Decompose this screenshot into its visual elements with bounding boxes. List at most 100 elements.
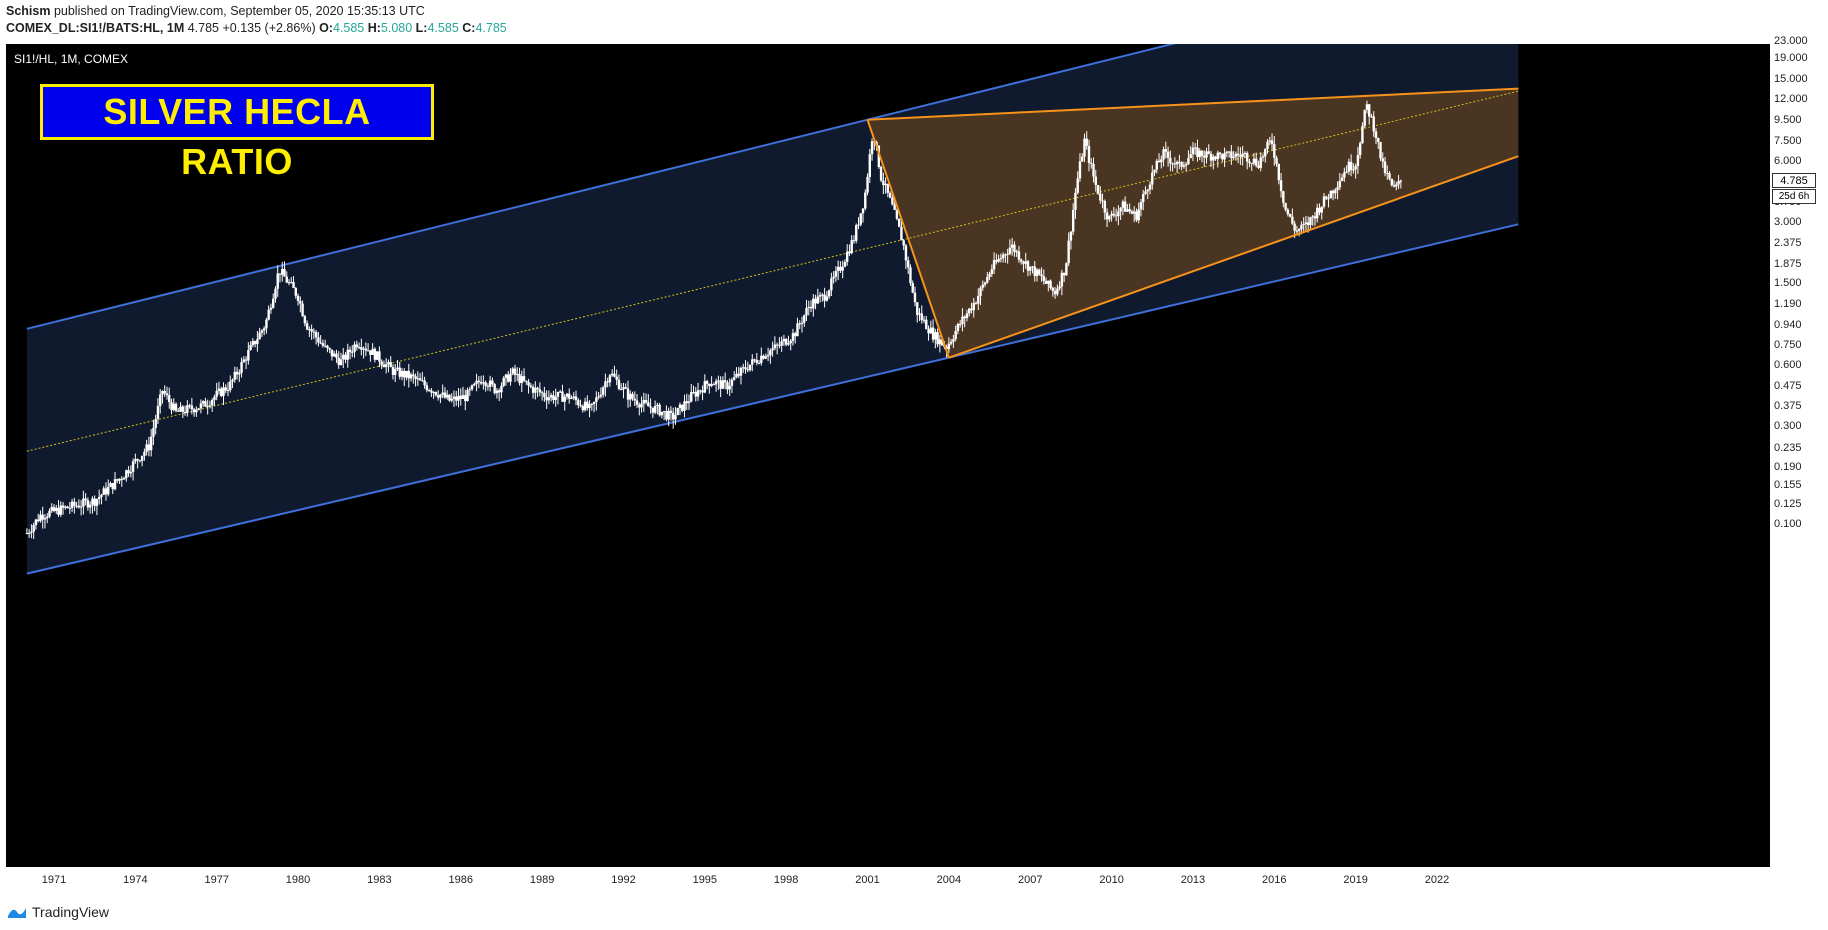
candle-body-502 bbox=[1160, 159, 1163, 163]
candle-body-365 bbox=[850, 240, 853, 254]
candle-body-198 bbox=[473, 383, 476, 386]
candle-body-89 bbox=[226, 390, 230, 392]
price-tick-label: 3.000 bbox=[1774, 215, 1802, 228]
candle-body-233 bbox=[552, 395, 555, 400]
price-tick-label: 1.190 bbox=[1774, 298, 1802, 311]
candle-body-148 bbox=[360, 346, 363, 350]
candle-body-13 bbox=[55, 507, 58, 511]
candle-body-253 bbox=[597, 396, 600, 398]
candle-body-153 bbox=[371, 348, 374, 355]
candle-body-231 bbox=[547, 397, 551, 401]
candle-body-174 bbox=[418, 378, 422, 381]
time-tick-label: 2013 bbox=[1180, 874, 1206, 886]
candle-body-41 bbox=[118, 478, 121, 481]
candle-body-554 bbox=[1277, 164, 1281, 181]
candle-body-429 bbox=[995, 260, 998, 262]
candle-body-524 bbox=[1209, 153, 1213, 161]
candle-body-120 bbox=[296, 295, 300, 302]
symbol-text: COMEX_DL:SI1!/BATS:HL, 1M bbox=[6, 21, 185, 35]
candle-body-368 bbox=[857, 224, 860, 226]
wedge-upper-line[interactable] bbox=[867, 87, 1519, 121]
high-value: 5.080 bbox=[380, 21, 413, 35]
candle-body-440 bbox=[1019, 259, 1023, 262]
candle-body-138 bbox=[337, 357, 340, 365]
candle-body-167 bbox=[403, 370, 406, 378]
channel-upper-line[interactable] bbox=[26, 44, 1518, 330]
candle-body-261 bbox=[615, 376, 618, 380]
candle-body-71 bbox=[186, 405, 189, 414]
candle-body-592 bbox=[1363, 109, 1366, 126]
candle-body-387 bbox=[900, 226, 903, 241]
candle-body-152 bbox=[369, 350, 372, 355]
candle-body-421 bbox=[977, 296, 980, 304]
candle-body-347 bbox=[809, 306, 813, 309]
author-name[interactable]: Schism bbox=[6, 4, 51, 18]
candle-body-506 bbox=[1169, 157, 1172, 164]
chart-pane[interactable]: SI1!/HL, 1M, COMEX SILVER HECLA RATIO bbox=[6, 44, 1770, 867]
candle-body-458 bbox=[1060, 272, 1064, 287]
chart-canvas[interactable] bbox=[6, 44, 1770, 867]
tradingview-brand-text[interactable]: TradingView bbox=[32, 904, 110, 920]
candle-body-308 bbox=[721, 380, 725, 389]
candle-body-351 bbox=[818, 295, 822, 297]
candle-body-142 bbox=[346, 349, 349, 360]
candle-body-363 bbox=[845, 251, 849, 262]
candle-body-162 bbox=[391, 367, 395, 375]
candle-body-428 bbox=[992, 260, 996, 270]
candle-body-456 bbox=[1056, 288, 1059, 295]
channel-lower-line[interactable] bbox=[26, 223, 1519, 575]
close-label: C: bbox=[458, 21, 476, 35]
candle-body-377 bbox=[877, 145, 881, 168]
candle-body-291 bbox=[683, 401, 686, 411]
time-tick-label: 1983 bbox=[367, 874, 392, 886]
candle-body-119 bbox=[294, 287, 297, 296]
candle-body-158 bbox=[382, 364, 386, 368]
candle-body-34 bbox=[102, 488, 105, 495]
chart-title-box[interactable]: SILVER HECLA RATIO bbox=[40, 84, 434, 182]
tradingview-logo-icon[interactable] bbox=[6, 903, 28, 921]
candle-body-542 bbox=[1250, 162, 1253, 164]
candle-body-224 bbox=[531, 386, 535, 393]
candle-body-534 bbox=[1232, 156, 1235, 159]
candle-body-73 bbox=[190, 405, 194, 410]
candle-body-499 bbox=[1153, 169, 1156, 173]
candle-body-341 bbox=[796, 323, 799, 337]
candle-body-366 bbox=[852, 240, 856, 242]
candle-body-471 bbox=[1090, 162, 1093, 164]
candle-body-487 bbox=[1126, 209, 1129, 212]
candle-body-325 bbox=[760, 355, 763, 363]
candle-body-569 bbox=[1311, 216, 1314, 218]
candle-body-154 bbox=[373, 348, 377, 360]
candle-body-546 bbox=[1259, 157, 1262, 168]
candle-body-329 bbox=[769, 350, 772, 356]
candle-body-321 bbox=[751, 359, 754, 365]
candle-body-286 bbox=[671, 412, 675, 420]
price-candles bbox=[25, 100, 1403, 539]
price-axis[interactable]: 23.000 19.000 15.000 12.000 9.500 7.500 6.000 3… bbox=[1770, 35, 1828, 867]
candle-body-209 bbox=[497, 390, 501, 393]
candle-body-271 bbox=[638, 404, 641, 408]
candle-body-285 bbox=[669, 410, 673, 413]
time-axis[interactable]: 1971 1974 1977 1980 1983 1986 1989 1992 1995 1998… bbox=[6, 867, 1770, 892]
candle-body-97 bbox=[244, 359, 248, 361]
candle-body-426 bbox=[988, 274, 991, 277]
candle-body-172 bbox=[414, 376, 417, 379]
candle-body-238 bbox=[563, 396, 566, 402]
candle-body-241 bbox=[570, 397, 573, 399]
candle-body-302 bbox=[708, 383, 711, 386]
candle-body-531 bbox=[1225, 151, 1229, 154]
candle-body-371 bbox=[864, 192, 867, 209]
candle-body-566 bbox=[1304, 222, 1308, 225]
wedge-left-line[interactable] bbox=[866, 119, 950, 358]
candle-body-266 bbox=[626, 388, 630, 400]
candle-body-330 bbox=[771, 348, 774, 351]
price-tick-label: 1.875 bbox=[1774, 257, 1802, 270]
candle-body-84 bbox=[215, 390, 218, 397]
time-tick-label: 1998 bbox=[773, 874, 799, 886]
wedge-lower-line[interactable] bbox=[948, 155, 1519, 359]
candle-body-115 bbox=[285, 276, 288, 283]
candle-body-93 bbox=[235, 371, 239, 375]
candle-body-192 bbox=[459, 395, 462, 399]
candle-body-39 bbox=[113, 479, 117, 490]
candle-body-517 bbox=[1194, 147, 1197, 149]
